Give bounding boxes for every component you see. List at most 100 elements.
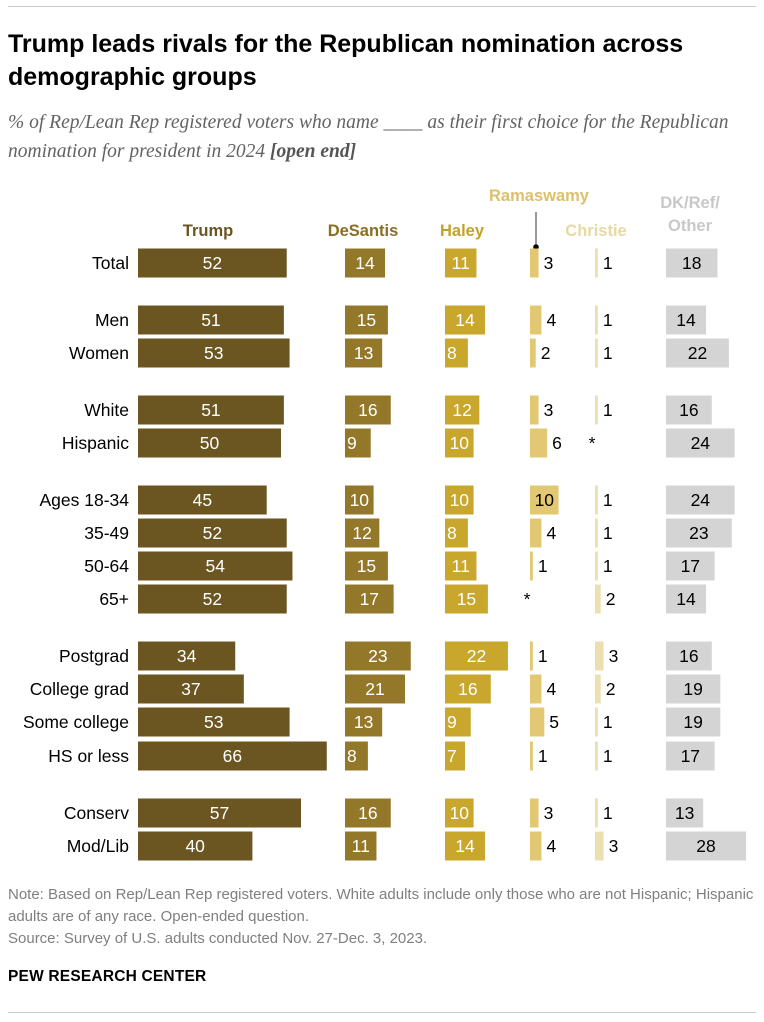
bar-ramaswamy-some-college [530,707,545,737]
data-label-dk-ref-other-ages-18-34: 24 [691,490,711,510]
data-label-haley-college-grad: 16 [458,679,477,699]
bar-christie-some-college [595,707,598,737]
bar-christie-mod-lib [595,831,604,861]
bar-trump-women [138,338,290,368]
column-header-desantis: DeSantis [328,222,399,240]
bar-trump-65 [138,584,287,614]
data-label-desantis-50-64: 15 [357,556,376,576]
bar-christie-total [595,248,598,278]
data-label-dk-ref-other-college-grad: 19 [683,679,702,699]
row-label-college-grad: College grad [30,679,129,699]
bar-ramaswamy-college-grad [530,674,542,704]
data-label-trump-postgrad: 34 [177,646,197,666]
data-label-desantis-men: 15 [357,310,376,330]
bar-ramaswamy-postgrad [530,641,533,671]
bar-desantis-35-49 [345,518,380,548]
bar-dk-ref-other-conserv [666,798,704,828]
data-label-ramaswamy-mod-lib: 4 [546,836,556,856]
bar-haley-35-49 [445,518,468,548]
data-label-dk-ref-other-postgrad: 16 [679,646,698,666]
bar-dk-ref-other-women [666,338,729,368]
row-label-conserv: Conserv [64,803,129,823]
row-label-men: Men [95,310,129,330]
data-label-trump-65: 52 [203,589,222,609]
data-label-christie-ages-18-34: 1 [603,490,613,510]
data-label-haley-postgrad: 22 [467,646,486,666]
data-label-ramaswamy-50-64: 1 [538,556,548,576]
bar-ramaswamy-total [530,248,539,278]
data-label-dk-ref-other-hs-or-less: 17 [681,746,700,766]
data-label-christie-women: 1 [603,343,613,363]
bar-trump-some-college [138,707,290,737]
bar-ramaswamy-men [530,305,542,335]
bar-ramaswamy-35-49 [530,518,542,548]
bar-ramaswamy-hispanic [530,428,548,458]
bar-ramaswamy-ages-18-34 [530,485,559,515]
bar-trump-college-grad [138,674,244,704]
bar-desantis-ages-18-34 [345,485,374,515]
data-label-desantis-total: 14 [355,253,375,273]
bar-christie-hs-or-less [595,741,598,771]
row-label-total: Total [92,253,129,273]
column-header-trump: Trump [183,222,233,240]
data-label-desantis-conserv: 16 [358,803,377,823]
bar-dk-ref-other-ages-18-34 [666,485,735,515]
data-label-ramaswamy-men: 4 [546,310,556,330]
bar-haley-white [445,395,480,425]
data-label-christie-men: 1 [603,310,613,330]
data-label-desantis-hispanic: 9 [347,433,357,453]
data-label-trump-some-college: 53 [204,712,223,732]
data-label-ramaswamy-hispanic: 6 [552,433,562,453]
row-label-white: White [84,400,129,420]
bar-trump-ages-18-34 [138,485,267,515]
bar-ramaswamy-conserv [530,798,539,828]
bar-haley-women [445,338,468,368]
row-label-women: Women [69,343,129,363]
bar-ramaswamy-mod-lib [530,831,542,861]
data-label-trump-men: 51 [201,310,220,330]
chart-title: Trump leads rivals for the Republican no… [8,30,684,91]
data-label-desantis-women: 13 [354,343,373,363]
data-label-ramaswamy-white: 3 [544,400,554,420]
data-label-ramaswamy-total: 3 [544,253,554,273]
data-label-ramaswamy-65: * [524,589,531,609]
bar-christie-college-grad [595,674,601,704]
column-header-haley: Haley [440,222,485,240]
data-label-christie-conserv: 1 [603,803,613,823]
data-label-christie-65: 2 [606,589,616,609]
row-label-mod-lib: Mod/Lib [67,836,129,856]
data-label-ramaswamy-ages-18-34: 10 [535,490,555,510]
data-label-christie-total: 1 [603,253,613,273]
data-label-desantis-mod-lib: 11 [352,836,370,856]
data-label-dk-ref-other-women: 22 [688,343,707,363]
data-label-dk-ref-other-conserv: 13 [675,803,694,823]
subtitle-text: % of Rep/Lean Rep registered voters who … [8,112,729,162]
data-label-christie-mod-lib: 3 [609,836,619,856]
bar-haley-hispanic [445,428,474,458]
data-label-trump-conserv: 57 [210,803,229,823]
bar-desantis-conserv [345,798,391,828]
column-header-dk-ref-other-line-1: DK/Ref/ [660,194,720,212]
data-label-christie-some-college: 1 [603,712,613,732]
bar-dk-ref-other-white [666,395,712,425]
bar-desantis-some-college [345,707,383,737]
bar-desantis-hispanic [345,428,371,458]
bar-desantis-mod-lib [345,831,377,861]
bar-dk-ref-other-mod-lib [666,831,747,861]
bar-dk-ref-other-35-49 [666,518,732,548]
data-label-haley-some-college: 9 [447,712,457,732]
chart-notes: Note: Based on Rep/Lean Rep registered v… [8,884,756,950]
column-header-christie: Christie [565,222,626,240]
ramaswamy-pointer-dot [533,244,539,250]
data-label-dk-ref-other-35-49: 23 [689,523,708,543]
bar-christie-65 [595,584,601,614]
data-label-haley-men: 14 [455,310,475,330]
bar-trump-hs-or-less [138,741,327,771]
bar-ramaswamy-hs-or-less [530,741,533,771]
bar-christie-35-49 [595,518,598,548]
bar-haley-50-64 [445,551,477,581]
bar-desantis-total [345,248,386,278]
data-label-desantis-ages-18-34: 10 [350,490,370,510]
bar-haley-some-college [445,707,471,737]
bar-desantis-women [345,338,383,368]
